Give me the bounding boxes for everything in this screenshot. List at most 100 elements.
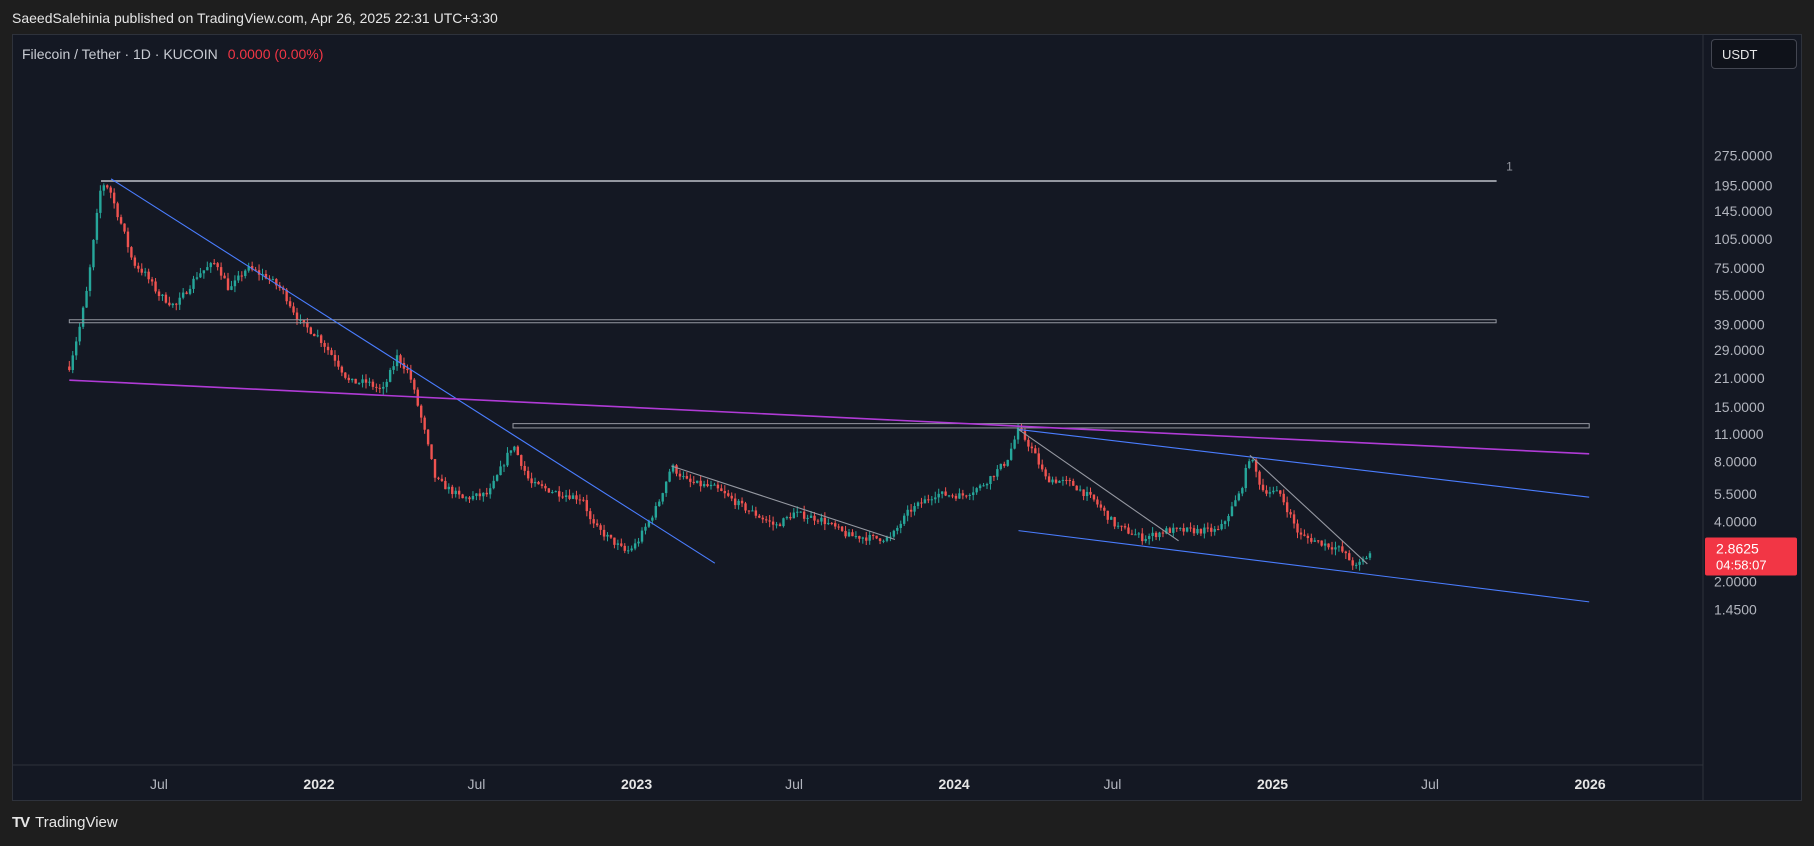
candle-body: [892, 530, 896, 537]
candle-body: [544, 485, 547, 489]
candle-body: [696, 480, 699, 483]
candle-body: [1065, 479, 1068, 481]
candle-body: [1141, 533, 1144, 542]
candle-body: [775, 524, 778, 526]
candle-body: [1006, 459, 1009, 466]
candle-body: [520, 455, 523, 466]
candle-body: [319, 335, 323, 343]
candle-body: [796, 511, 799, 513]
candle-body: [433, 459, 437, 478]
candle-body: [1210, 527, 1213, 532]
candle-body: [99, 190, 102, 213]
chart-panel[interactable]: [12, 34, 1802, 801]
candle-body: [309, 327, 313, 334]
candle-body: [889, 536, 892, 538]
candle-body: [947, 495, 951, 497]
candle-body: [368, 381, 371, 383]
candle-body: [1248, 461, 1251, 468]
candle-body: [989, 476, 992, 485]
candle-body: [185, 292, 188, 294]
candle-body: [1144, 538, 1147, 542]
candle-body: [1213, 529, 1216, 532]
candle-body: [102, 185, 106, 191]
candle-body: [699, 480, 702, 487]
candle-body: [1254, 459, 1258, 472]
candle-body: [654, 506, 658, 518]
bar-countdown: 04:58:07: [1716, 557, 1767, 572]
price-tick-label: 145.0000: [1714, 203, 1773, 219]
candle-body: [92, 239, 95, 268]
candle-body: [575, 495, 578, 500]
time-tick-label: 2022: [303, 776, 334, 792]
candle-body: [540, 484, 544, 486]
candle-body: [871, 535, 875, 537]
candle-body: [920, 502, 923, 504]
candle-body: [927, 499, 930, 501]
candle-body: [126, 231, 130, 248]
time-tick-label: Jul: [785, 776, 803, 792]
time-tick-label: Jul: [1421, 776, 1439, 792]
candle-body: [302, 319, 306, 323]
candle-body: [157, 291, 161, 297]
candle-body: [647, 520, 651, 527]
candle-body: [747, 510, 751, 512]
candle-body: [1096, 499, 1099, 505]
candle-body: [754, 510, 758, 516]
candle-body: [854, 536, 858, 538]
candle-body: [1078, 489, 1082, 491]
candle-body: [313, 333, 316, 337]
candle-body: [147, 271, 150, 280]
candle-body: [137, 265, 140, 269]
candle-body: [1013, 439, 1016, 449]
candle-body: [430, 444, 433, 460]
candle-body: [123, 223, 126, 232]
candle-body: [595, 523, 599, 526]
candle-body: [1182, 528, 1185, 532]
candle-body: [240, 275, 244, 277]
candle-body: [816, 520, 820, 522]
candle-body: [1299, 532, 1303, 535]
candle-body: [799, 511, 802, 513]
candle-body: [1227, 516, 1230, 522]
candle-body: [378, 387, 382, 389]
candle-body: [461, 494, 464, 499]
candle-body: [351, 378, 354, 381]
candle-body: [361, 379, 364, 383]
trend-line: [671, 465, 896, 541]
candle-body: [195, 277, 199, 279]
candle-body: [1075, 485, 1078, 491]
candle-body: [547, 488, 551, 493]
trend-line: [110, 178, 716, 564]
candle-body: [1334, 547, 1337, 550]
candle-body: [1068, 480, 1072, 482]
candle-body: [144, 271, 147, 273]
candle-body: [516, 446, 520, 456]
candle-body: [495, 475, 499, 481]
candle-body: [1120, 525, 1123, 527]
candle-body: [1220, 524, 1223, 530]
price-level-zone: [101, 180, 1497, 183]
candle-body: [758, 515, 761, 518]
candle-body: [264, 273, 268, 279]
candle-body: [485, 492, 488, 495]
candle-body: [244, 270, 247, 277]
candle-body: [1330, 547, 1334, 550]
candle-body: [219, 267, 223, 276]
candle-body: [440, 478, 444, 481]
currency-selector[interactable]: USDT: [1711, 39, 1797, 69]
candle-body: [1137, 533, 1141, 535]
candle-body: [885, 537, 889, 541]
candle-body: [689, 478, 692, 482]
candle-body: [996, 469, 999, 477]
candle-body: [392, 366, 395, 370]
candle-body: [637, 541, 640, 544]
candle-body: [437, 477, 440, 479]
candle-body: [1175, 527, 1178, 529]
price-tick-label: 15.0000: [1714, 399, 1765, 415]
candle-body: [1337, 546, 1341, 548]
candle-body: [316, 335, 319, 337]
candle-body: [1179, 528, 1182, 530]
time-tick-label: 2023: [621, 776, 652, 792]
candle-body: [1199, 528, 1203, 534]
